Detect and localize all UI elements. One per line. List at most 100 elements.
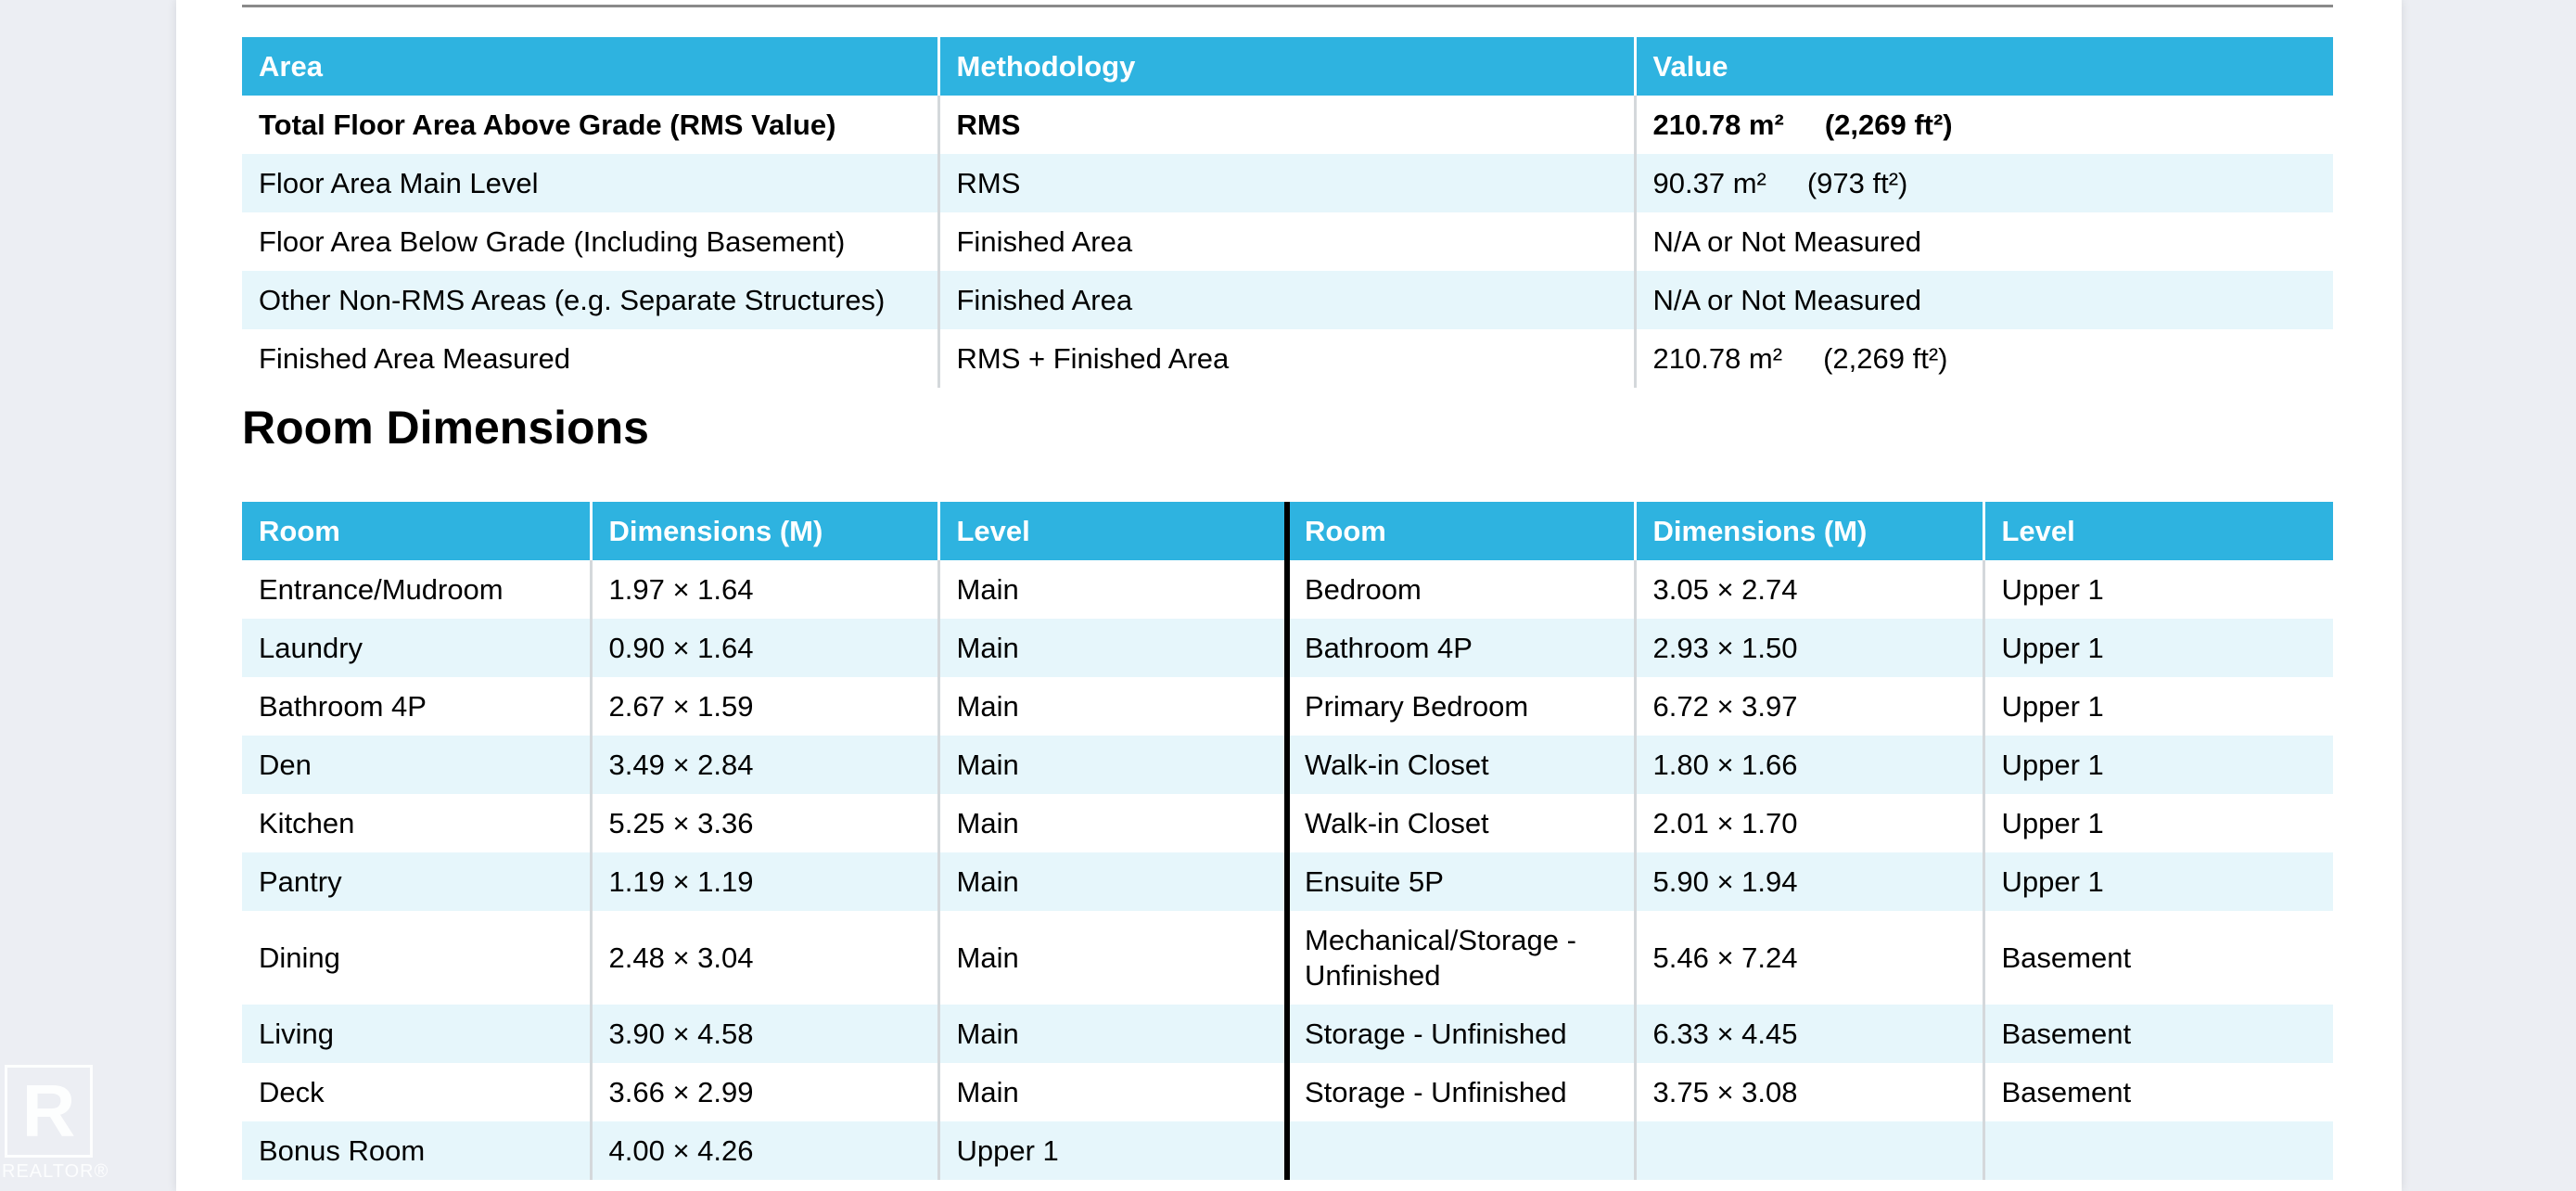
room-dimensions-title: Room Dimensions xyxy=(242,402,649,454)
room-dimensions-cell: 3.90 × 4.58 xyxy=(589,1005,938,1063)
area-table-body: Total Floor Area Above Grade (RMS Value)… xyxy=(242,96,2333,388)
room-level-cell: Main xyxy=(937,736,1287,794)
value-metric: N/A or Not Measured xyxy=(1652,283,1921,316)
methodology-cell: RMS + Finished Area xyxy=(937,329,1635,388)
room-table-row: Living 3.90 × 4.58 Main Storage - Unfinishe… xyxy=(242,1005,2333,1063)
room-header-dimensions-left: Dimensions (M) xyxy=(589,502,938,560)
room-name-cell xyxy=(1284,1121,1635,1180)
room-level-cell: Main xyxy=(937,794,1287,852)
methodology-cell: RMS xyxy=(937,154,1635,212)
room-level-cell: Main xyxy=(937,560,1287,619)
room-name-cell: Storage - Unfinished xyxy=(1284,1063,1635,1121)
room-name-cell: Laundry xyxy=(242,619,591,677)
room-level-cell: Upper 1 xyxy=(1982,560,2333,619)
realtor-logo-letter: R xyxy=(21,1069,76,1152)
area-cell: Other Non-RMS Areas (e.g. Separate Struc… xyxy=(242,271,938,329)
methodology-cell: RMS xyxy=(937,96,1635,154)
room-header-dimensions-right: Dimensions (M) xyxy=(1633,502,1983,560)
room-dimensions-table: Room Dimensions (M) Level Room Dimension… xyxy=(242,502,2333,1180)
room-dimensions-cell: 2.67 × 1.59 xyxy=(589,677,938,736)
room-header-room-right: Room xyxy=(1284,502,1635,560)
value-cell: 210.78 m² (2,269 ft²) xyxy=(1633,96,2333,154)
room-dimensions-cell: 0.90 × 1.64 xyxy=(589,619,938,677)
room-level-cell: Basement xyxy=(1982,1005,2333,1063)
room-name-cell: Bedroom xyxy=(1284,560,1635,619)
room-dimensions-cell: 2.01 × 1.70 xyxy=(1633,794,1983,852)
room-name-cell: Deck xyxy=(242,1063,591,1121)
room-dimensions-cell: 4.00 × 4.26 xyxy=(589,1121,938,1180)
room-level-cell: Main xyxy=(937,1005,1287,1063)
area-cell: Floor Area Below Grade (Including Baseme… xyxy=(242,212,938,271)
room-name-cell: Dining xyxy=(242,911,591,1005)
room-dimensions-cell: 5.25 × 3.36 xyxy=(589,794,938,852)
room-table-row: Pantry 1.19 × 1.19 Main Ensuite 5P 5.90 × 1.… xyxy=(242,852,2333,911)
value-cell: 90.37 m² (973 ft²) xyxy=(1633,154,2333,212)
room-level-cell: Main xyxy=(937,852,1287,911)
room-name-cell: Den xyxy=(242,736,591,794)
room-name-cell: Kitchen xyxy=(242,794,591,852)
room-dimensions-cell: 3.05 × 2.74 xyxy=(1633,560,1983,619)
value-metric: 210.78 m² xyxy=(1652,108,1784,141)
area-header-area: Area xyxy=(242,37,938,96)
room-name-cell: Entrance/Mudroom xyxy=(242,560,591,619)
room-name-cell: Storage - Unfinished xyxy=(1284,1005,1635,1063)
room-name-cell: Ensuite 5P xyxy=(1284,852,1635,911)
document-page: Area Methodology Value Total Floor Area … xyxy=(176,0,2402,1191)
document-content: Area Methodology Value Total Floor Area … xyxy=(242,0,2333,1180)
room-level-cell: Main xyxy=(937,677,1287,736)
room-name-cell: Walk-in Closet xyxy=(1284,794,1635,852)
room-dimensions-cell: 6.33 × 4.45 xyxy=(1633,1005,1983,1063)
room-dimensions-cell: 5.90 × 1.94 xyxy=(1633,852,1983,911)
realtor-logo-text: REALTOR® xyxy=(2,1161,109,1182)
room-level-cell: Main xyxy=(937,911,1287,1005)
value-metric: 90.37 m² xyxy=(1652,166,1766,199)
area-table: Area Methodology Value Total Floor Area … xyxy=(242,37,2333,388)
room-dimensions-cell: 5.46 × 7.24 xyxy=(1633,911,1983,1005)
area-table-row: Other Non-RMS Areas (e.g. Separate Struc… xyxy=(242,271,2333,329)
area-header-value: Value xyxy=(1633,37,2333,96)
room-name-cell: Living xyxy=(242,1005,591,1063)
value-imperial: (973 ft²) xyxy=(1806,166,1908,199)
room-level-cell xyxy=(1982,1121,2333,1180)
area-cell: Finished Area Measured xyxy=(242,329,938,388)
room-dimensions-cell: 3.66 × 2.99 xyxy=(589,1063,938,1121)
room-name-cell: Mechanical/Storage - Unfinished xyxy=(1284,911,1635,1005)
room-level-cell: Main xyxy=(937,619,1287,677)
room-header-room-left: Room xyxy=(242,502,591,560)
room-table-row: Den 3.49 × 2.84 Main Walk-in Closet 1.80 × 1… xyxy=(242,736,2333,794)
room-table-row: Kitchen 5.25 × 3.36 Main Walk-in Closet 2.01… xyxy=(242,794,2333,852)
room-table-row: Bonus Room 4.00 × 4.26 Upper 1 xyxy=(242,1121,2333,1180)
room-dimensions-cell: 2.48 × 3.04 xyxy=(589,911,938,1005)
room-dimensions-cell: 1.97 × 1.64 xyxy=(589,560,938,619)
room-table-row: Entrance/Mudroom 1.97 × 1.64 Main Bedroom 3.… xyxy=(242,560,2333,619)
value-imperial: (2,269 ft²) xyxy=(1824,108,1953,141)
room-name-cell: Primary Bedroom xyxy=(1284,677,1635,736)
area-table-row: Floor Area Below Grade (Including Baseme… xyxy=(242,212,2333,271)
room-level-cell: Basement xyxy=(1982,911,2333,1005)
methodology-cell: Finished Area xyxy=(937,271,1635,329)
room-dimensions-cell: 3.75 × 3.08 xyxy=(1633,1063,1983,1121)
room-table-body: Entrance/Mudroom 1.97 × 1.64 Main Bedroom 3.… xyxy=(242,560,2333,1180)
area-cell: Total Floor Area Above Grade (RMS Value) xyxy=(242,96,938,154)
room-table-row: Deck 3.66 × 2.99 Main Storage - Unfinished 3… xyxy=(242,1063,2333,1121)
room-dimensions-cell xyxy=(1633,1121,1983,1180)
room-header-level-right: Level xyxy=(1982,502,2333,560)
room-table-row: Bathroom 4P 2.67 × 1.59 Main Primary Bedroo… xyxy=(242,677,2333,736)
room-table-row: Dining 2.48 × 3.04 Main Mechanical/Storage … xyxy=(242,911,2333,1005)
room-level-cell: Upper 1 xyxy=(1982,794,2333,852)
area-table-row: Floor Area Main Level RMS 90.37 m² (973 ft²… xyxy=(242,154,2333,212)
room-name-cell: Walk-in Closet xyxy=(1284,736,1635,794)
room-name-cell: Bathroom 4P xyxy=(242,677,591,736)
area-header-methodology: Methodology xyxy=(937,37,1635,96)
room-level-cell: Upper 1 xyxy=(1982,736,2333,794)
room-dimensions-cell: 1.80 × 1.66 xyxy=(1633,736,1983,794)
area-cell: Floor Area Main Level xyxy=(242,154,938,212)
room-level-cell: Upper 1 xyxy=(1982,619,2333,677)
room-dimensions-cell: 6.72 × 3.97 xyxy=(1633,677,1983,736)
value-cell: N/A or Not Measured xyxy=(1633,271,2333,329)
room-table-row: Laundry 0.90 × 1.64 Main Bathroom 4P 2.93 × … xyxy=(242,619,2333,677)
area-table-row: Finished Area Measured RMS + Finished Are… xyxy=(242,329,2333,388)
room-dimensions-cell: 1.19 × 1.19 xyxy=(589,852,938,911)
room-level-cell: Main xyxy=(937,1063,1287,1121)
value-cell: N/A or Not Measured xyxy=(1633,212,2333,271)
